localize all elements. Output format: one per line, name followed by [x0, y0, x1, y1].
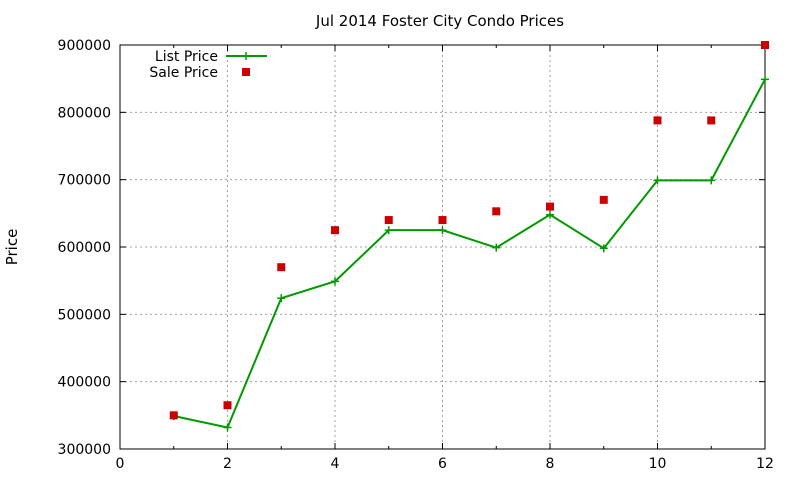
- x-tick-label: 2: [223, 456, 232, 472]
- list-price-line: [173, 78, 766, 429]
- y-tick-label: 400000: [58, 375, 111, 391]
- sale-price-point: [761, 41, 769, 49]
- y-tick-label: 600000: [58, 240, 111, 256]
- x-tick-label: 4: [331, 456, 340, 472]
- grid-lines: [120, 45, 765, 449]
- sale-price-point: [707, 116, 716, 125]
- list-price-point: [546, 210, 554, 219]
- x-tick-label: 10: [649, 456, 667, 472]
- y-tick-label: 700000: [58, 173, 111, 189]
- list-price-legend-label: List Price: [155, 49, 218, 65]
- y-tick-label: 800000: [58, 105, 111, 121]
- list-price-point: [492, 243, 501, 252]
- axes: 0 2 4 6 8 10 12 300000 400000 500000 600000 700000 8…: [58, 38, 774, 472]
- x-tick-label: 6: [438, 456, 447, 472]
- sale-price-point: [492, 207, 501, 216]
- list-price-point: [761, 75, 769, 84]
- sale-price-legend-marker: [242, 68, 250, 76]
- sale-price-point: [599, 195, 608, 204]
- list-price-point: [599, 244, 608, 253]
- y-tick-label: 500000: [58, 307, 111, 323]
- list-price-point: [277, 294, 286, 303]
- y-tick-label: 900000: [58, 38, 111, 54]
- sale-price-point: [223, 401, 232, 410]
- sale-price-point: [331, 226, 339, 235]
- x-tick-label: 12: [756, 456, 774, 472]
- y-tick-label: 300000: [58, 442, 111, 458]
- data-series: [169, 41, 769, 432]
- x-tick-label: 8: [546, 456, 555, 472]
- sale-price-point: [384, 216, 393, 225]
- list-price-legend-marker: [242, 52, 250, 60]
- sale-price-point: [438, 216, 447, 225]
- list-price-point: [223, 423, 232, 432]
- x-tick-label: 0: [116, 456, 125, 472]
- list-price-point: [653, 176, 662, 185]
- sale-price-point: [277, 263, 286, 272]
- chart-title: Jul 2014 Foster City Condo Prices: [315, 12, 564, 30]
- list-price-point: [438, 226, 447, 235]
- sale-price-point: [546, 202, 554, 211]
- list-price-point: [707, 176, 716, 185]
- sale-price-legend-label: Sale Price: [149, 65, 218, 81]
- sale-price-point: [653, 116, 662, 125]
- list-price-point: [384, 226, 393, 235]
- y-axis-label: Price: [3, 229, 21, 266]
- sale-price-point: [169, 411, 178, 420]
- list-price-point: [331, 277, 339, 286]
